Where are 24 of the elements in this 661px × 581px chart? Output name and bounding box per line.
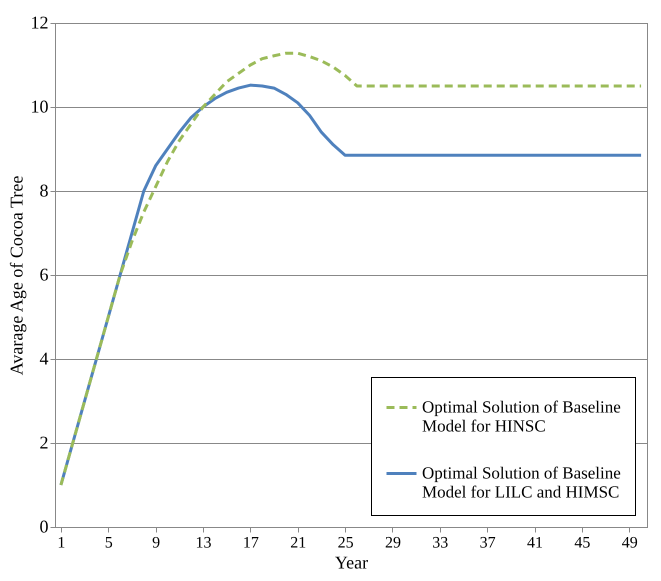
x-axis-title: Year [334,552,368,572]
y-tick-label: 8 [40,180,48,200]
y-tick-label: 10 [30,96,48,116]
x-tick-label: 13 [196,534,212,552]
x-tick-label: 41 [527,534,544,552]
x-tick-label: 1 [57,534,66,552]
legend-label: Optimal Solution of Baseline Model for LILC and HIMSC [422,464,621,502]
x-tick-label: 9 [152,534,160,552]
x-tick-label: 49 [622,534,638,552]
x-tick-label: 29 [384,534,401,552]
x-tick-label: 17 [242,534,259,552]
y-tick-label: 12 [30,12,48,32]
y-tick-label: 0 [40,516,48,536]
y-axis-title: Avarage Age of Cocoa Tree [6,176,26,376]
x-tick-label: 37 [480,534,496,552]
legend-label: Optimal Solution of Baseline Model for HINSC [422,398,621,436]
x-tick-label: 33 [432,534,448,552]
x-tick-label: 5 [104,534,113,552]
y-tick-label: 4 [40,348,48,368]
x-tick-label: 45 [574,534,590,552]
x-tick-label: 25 [338,534,354,552]
y-tick-label: 2 [40,432,48,452]
x-tick-label: 21 [290,534,306,552]
y-tick-label: 6 [40,264,48,284]
